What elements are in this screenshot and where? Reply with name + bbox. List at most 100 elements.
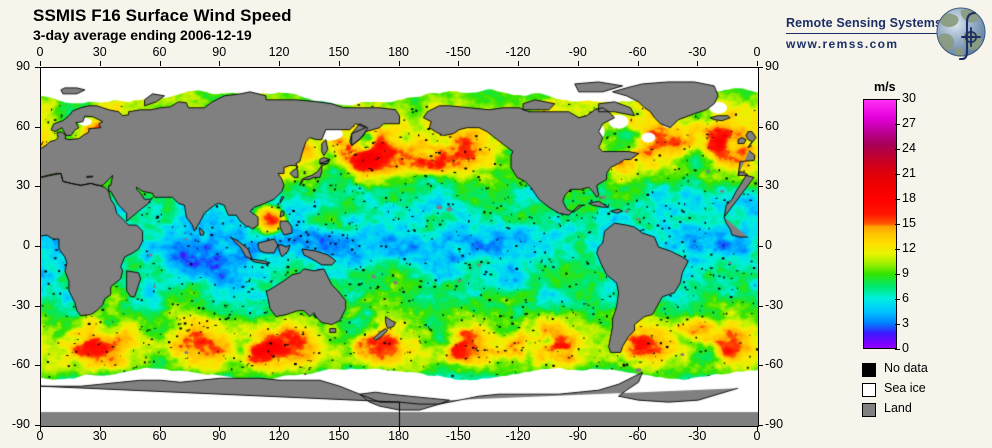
y-tick-mark: [758, 67, 763, 68]
x-tick-mark: [518, 426, 519, 431]
colorbar-gradient: [864, 100, 896, 348]
legend-swatch: [862, 363, 876, 377]
y-tick-label: -30: [765, 297, 784, 312]
x-tick-label: 0: [753, 45, 761, 59]
x-tick-mark: [577, 61, 579, 66]
x-tick-label: 120: [268, 429, 290, 443]
globe-icon: [936, 7, 986, 60]
x-tick-label: -90: [568, 45, 587, 59]
x-tick-mark: [99, 61, 101, 66]
x-tick-mark: [637, 61, 639, 66]
colorbar-tick-label: 18: [902, 191, 916, 205]
wind-speed-map[interactable]: [40, 67, 759, 427]
y-tick-mark: [758, 126, 763, 128]
x-tick-label: 150: [328, 45, 350, 59]
colorbar-units-label: m/s: [874, 80, 896, 94]
colorbar-tick-mark: [895, 199, 900, 200]
x-tick-mark: [637, 426, 639, 431]
x-tick-mark: [159, 61, 161, 66]
y-tick-mark: [758, 365, 763, 367]
x-tick-mark: [697, 61, 699, 66]
y-tick-mark: [35, 425, 40, 426]
y-tick-mark: [35, 246, 40, 247]
y-tick-label: 90: [765, 59, 779, 73]
legend-label: No data: [884, 361, 928, 375]
y-tick-mark: [758, 425, 763, 426]
x-tick-label: 150: [328, 429, 350, 443]
y-tick-label: -90: [11, 417, 30, 431]
x-tick-mark: [99, 426, 101, 431]
y-tick-mark: [758, 305, 763, 307]
colorbar-tick-mark: [895, 274, 900, 275]
x-tick-mark: [458, 426, 460, 431]
colorbar-tick-label: 12: [902, 241, 916, 255]
y-tick-mark: [35, 126, 40, 128]
legend-label: Land: [884, 401, 912, 415]
colorbar-tick-label: 3: [902, 316, 909, 330]
colorbar-tick-mark: [895, 299, 900, 300]
x-tick-mark: [219, 426, 221, 431]
x-tick-label: 180: [388, 429, 409, 443]
colorbar-tick-mark: [895, 124, 900, 125]
y-tick-label: 0: [765, 238, 772, 252]
x-tick-label: 60: [152, 45, 167, 59]
legend-item: No data: [862, 360, 992, 380]
colorbar-tick-mark: [895, 174, 900, 175]
x-tick-mark: [757, 426, 758, 431]
legend-item: Land: [862, 400, 992, 420]
x-tick-label: 120: [268, 45, 290, 59]
y-tick-label: 30: [16, 178, 30, 193]
x-tick-label: 90: [212, 45, 227, 59]
y-tick-label: -90: [765, 417, 784, 431]
x-tick-mark: [159, 426, 161, 431]
x-tick-label: -120: [505, 45, 531, 59]
x-tick-mark: [697, 426, 699, 431]
y-tick-label: -60: [765, 357, 784, 372]
x-tick-label: 0: [36, 429, 44, 443]
colorbar-tick-mark: [895, 99, 900, 100]
x-tick-label: -30: [688, 429, 707, 443]
colorbar-tick-label: 0: [902, 341, 909, 355]
colorbar-tick-label: 24: [902, 141, 916, 155]
x-tick-mark: [219, 61, 221, 66]
x-tick-label: -120: [505, 429, 531, 443]
logo-company-name: Remote Sensing Systems: [786, 16, 943, 30]
y-tick-mark: [758, 246, 763, 247]
x-tick-label: 30: [92, 429, 107, 443]
legend-item: Sea ice: [862, 380, 992, 400]
logo-website-url: www.remss.com: [786, 37, 899, 51]
legend-swatch: [862, 383, 876, 397]
x-tick-label: 0: [36, 45, 44, 59]
colorbar-tick-label: 30: [902, 91, 916, 105]
x-tick-mark: [398, 426, 400, 431]
y-tick-mark: [35, 186, 40, 188]
x-tick-mark: [338, 426, 340, 431]
map-raster: [41, 68, 758, 426]
y-tick-mark: [35, 305, 40, 307]
y-tick-label: 60: [765, 118, 779, 133]
y-tick-label: 30: [765, 178, 779, 193]
colorbar-tick-mark: [895, 324, 900, 325]
colorbar-tick-label: 21: [902, 166, 916, 180]
colorbar-tick-mark: [895, 224, 900, 225]
y-tick-label: 60: [16, 118, 30, 133]
x-tick-mark: [40, 426, 41, 431]
x-tick-label: 60: [152, 429, 167, 443]
y-tick-mark: [35, 365, 40, 367]
logo-divider: [786, 33, 938, 34]
x-tick-label: -60: [628, 45, 647, 59]
colorbar-tick-mark: [895, 149, 900, 150]
y-tick-label: 0: [23, 238, 30, 252]
legend-label: Sea ice: [884, 381, 926, 395]
y-tick-mark: [758, 186, 763, 188]
colorbar: [863, 99, 897, 349]
page-title: SSMIS F16 Surface Wind Speed: [33, 6, 292, 25]
colorbar-tick-mark: [895, 249, 900, 250]
colorbar-tick-label: 6: [902, 291, 909, 305]
x-tick-mark: [518, 61, 519, 66]
x-tick-mark: [577, 426, 579, 431]
x-tick-mark: [279, 426, 280, 431]
y-tick-label: -60: [11, 357, 30, 372]
legend-swatch: [862, 403, 876, 417]
x-tick-mark: [279, 61, 280, 66]
